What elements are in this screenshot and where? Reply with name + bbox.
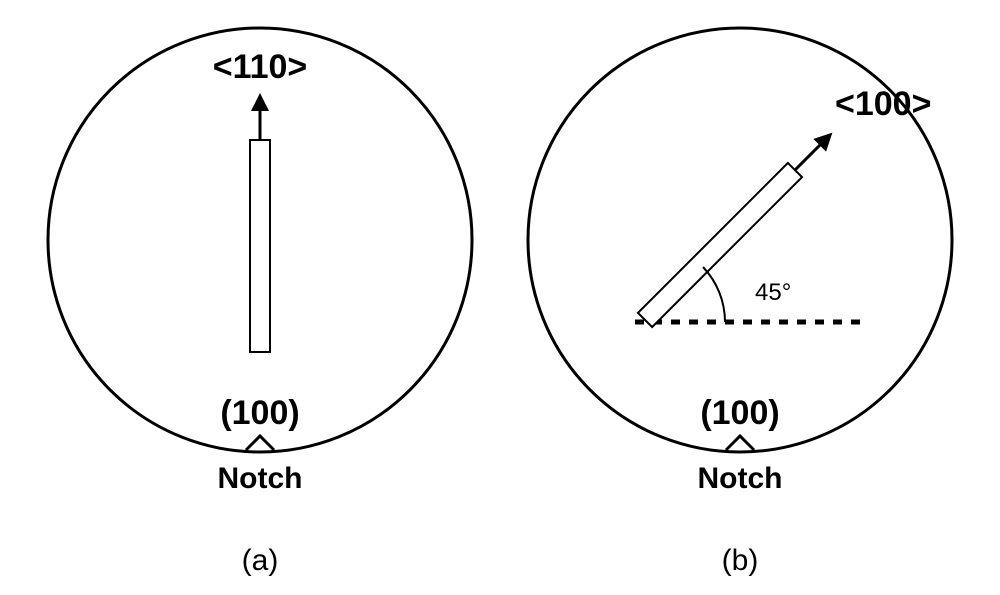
plane-label-a: (100) [220, 394, 299, 432]
notch-mark-a [246, 436, 274, 450]
crystal-bar-a [250, 140, 270, 352]
direction-arrow-b [795, 139, 826, 170]
notch-label-b: Notch [698, 462, 783, 495]
direction-label-a: <110> [213, 48, 308, 86]
angle-arc [703, 267, 725, 322]
notch-label-a: Notch [218, 462, 303, 495]
direction-label-b: <100> [835, 85, 931, 123]
crystal-bar-b-group [638, 132, 833, 327]
caption-b: (b) [722, 544, 759, 577]
figure-svg: <110> (100) Notch (a) 45° <100> (100) No… [0, 0, 1000, 595]
panel-a: <110> (100) Notch (a) [48, 28, 472, 577]
figure-canvas: <110> (100) Notch (a) 45° <100> (100) No… [0, 0, 1000, 595]
angle-label: 45° [755, 279, 791, 306]
caption-a: (a) [242, 544, 279, 577]
panel-b: 45° <100> (100) Notch (b) [528, 28, 952, 577]
notch-mark-b [726, 436, 754, 450]
plane-label-b: (100) [700, 394, 779, 432]
wafer-circle-a [48, 28, 472, 452]
